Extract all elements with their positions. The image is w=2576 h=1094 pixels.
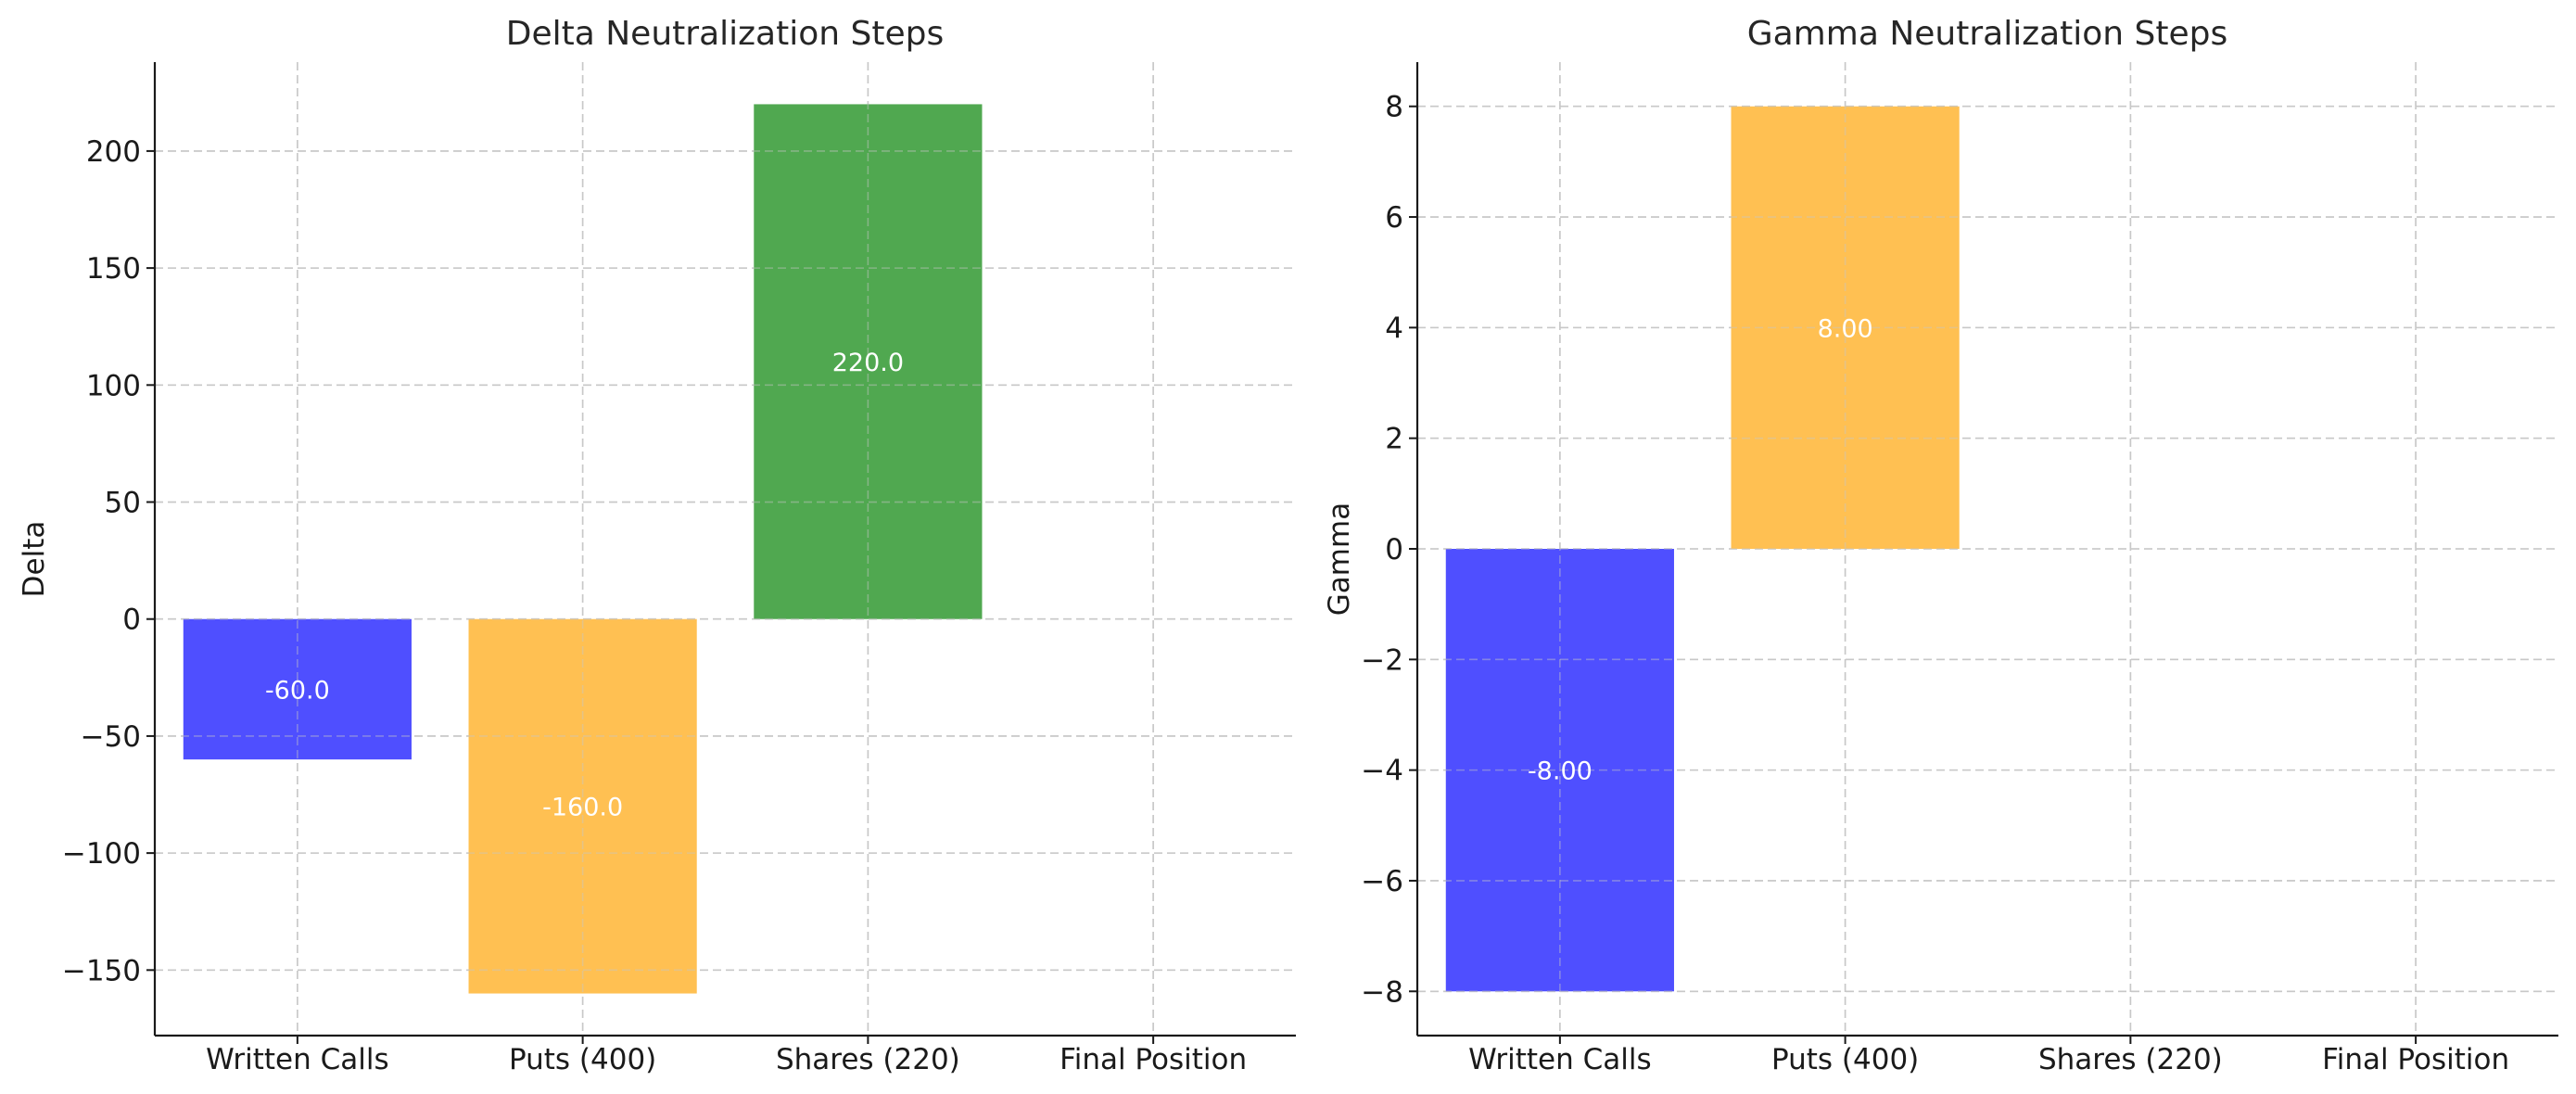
chart-title: Delta Neutralization Steps — [506, 15, 944, 53]
x-tick-label: Puts (400) — [509, 1043, 656, 1076]
data-label: 220.0 — [832, 349, 904, 377]
data-label: 8.00 — [1818, 314, 1873, 343]
x-tick-label: Final Position — [1060, 1043, 1247, 1076]
x-tick-label: Puts (400) — [1771, 1043, 1919, 1076]
y-tick-label: 150 — [86, 252, 141, 286]
y-tick-label: 4 — [1385, 312, 1403, 345]
x-tick-label: Shares (220) — [2038, 1043, 2223, 1076]
y-axis-label: Delta — [18, 521, 51, 598]
y-axis-label: Gamma — [1323, 502, 1356, 616]
y-tick-label: −50 — [81, 720, 141, 754]
y-tick-label: 8 — [1385, 91, 1403, 124]
x-tick-label: Final Position — [2322, 1043, 2509, 1076]
y-tick-label: −100 — [62, 837, 141, 871]
x-tick-label: Written Calls — [1468, 1043, 1652, 1076]
bar — [1445, 549, 1674, 992]
y-tick-label: 200 — [86, 135, 141, 169]
bar — [183, 618, 412, 760]
y-tick-label: 0 — [122, 604, 141, 637]
y-tick-label: 2 — [1385, 423, 1403, 456]
y-tick-label: −150 — [62, 954, 141, 987]
y-tick-label: −4 — [1361, 755, 1403, 788]
chart-title: Gamma Neutralization Steps — [1747, 15, 2228, 53]
y-tick-label: 100 — [86, 369, 141, 402]
bar — [468, 618, 697, 994]
data-label: -160.0 — [542, 794, 623, 822]
x-tick-label: Written Calls — [206, 1043, 389, 1076]
y-tick-label: 6 — [1385, 201, 1403, 235]
bar — [754, 104, 983, 619]
y-tick-label: −2 — [1361, 643, 1403, 677]
data-label: -8.00 — [1528, 757, 1593, 786]
x-tick-label: Shares (220) — [776, 1043, 960, 1076]
y-tick-label: −6 — [1361, 865, 1403, 898]
data-label: -60.0 — [265, 676, 330, 705]
bar — [1731, 106, 1960, 550]
y-tick-label: −8 — [1361, 975, 1403, 1009]
y-tick-label: 0 — [1385, 533, 1403, 566]
y-tick-label: 50 — [105, 487, 141, 520]
